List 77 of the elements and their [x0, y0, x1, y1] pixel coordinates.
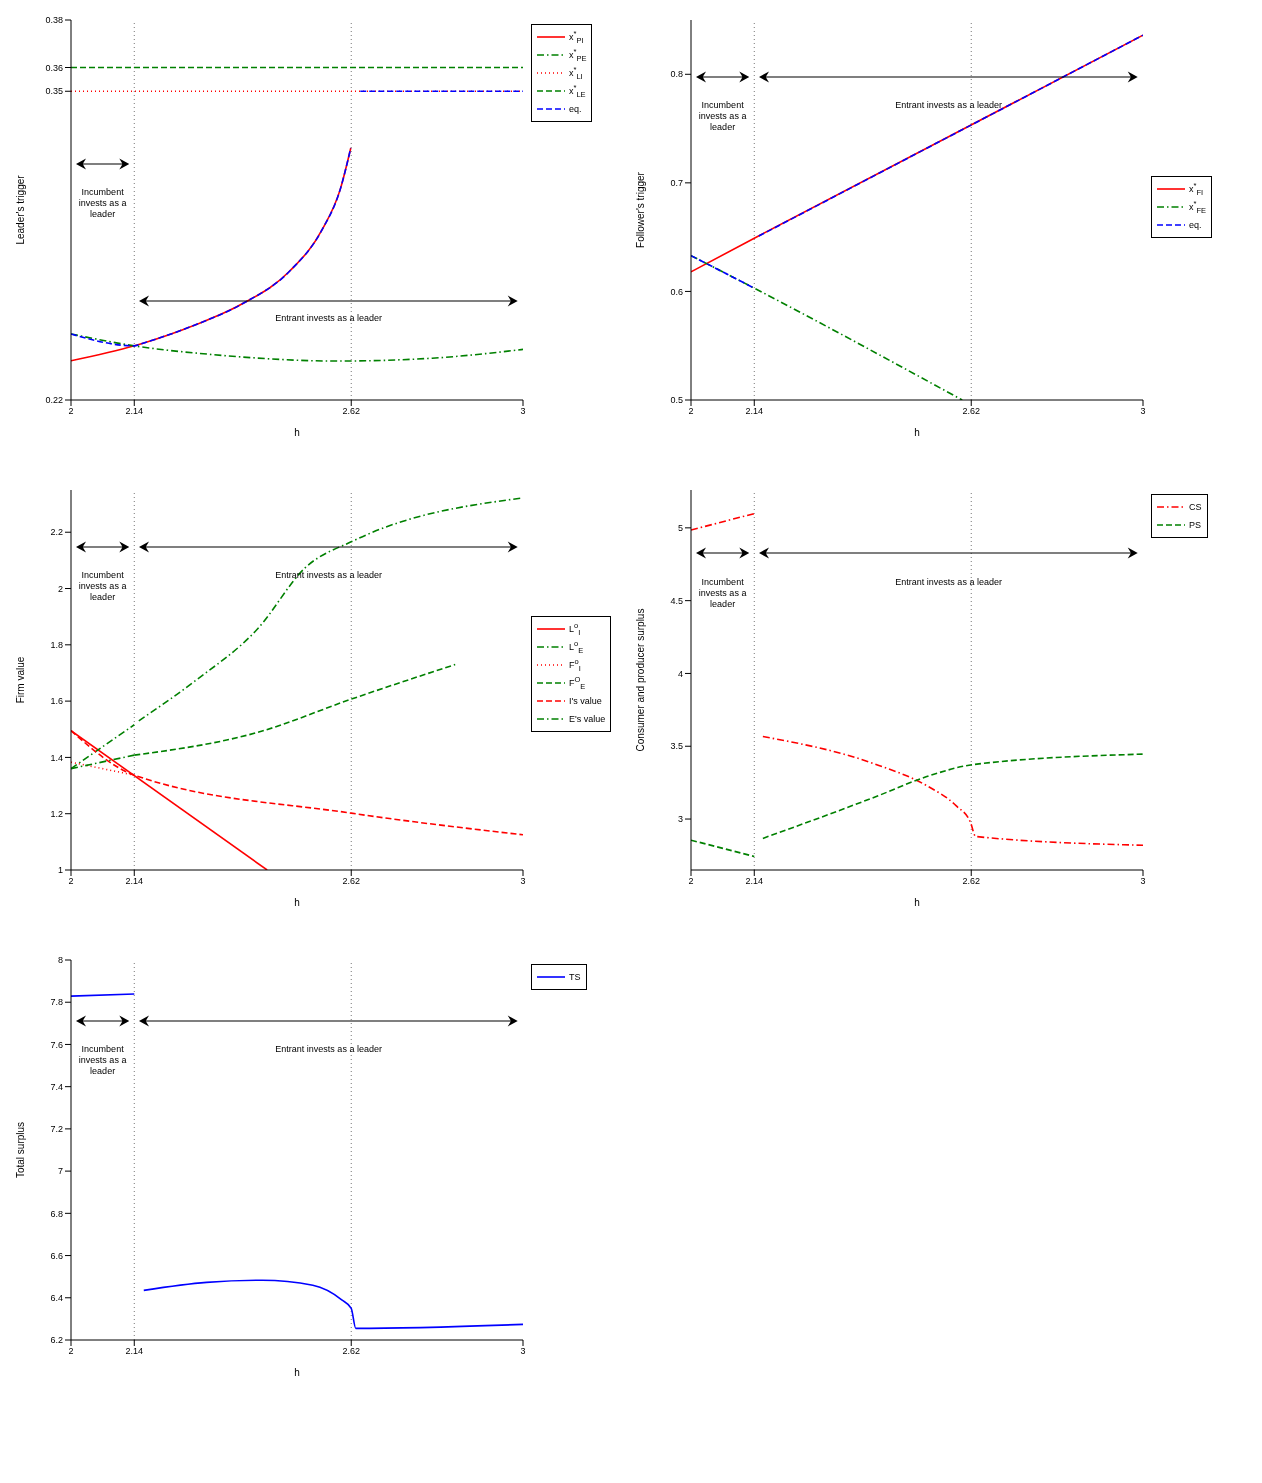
y-tick-label: 7 [57, 1166, 63, 1177]
annotation: Incumbent invests as a leader [697, 577, 748, 611]
y-tick-label: 7.8 [50, 997, 63, 1008]
legend-label: CS [1189, 502, 1202, 512]
x-tick-label: 2 [688, 406, 694, 417]
annotation: Incumbent invests as a leader [77, 569, 128, 603]
annotation: Entrant invests as a leader [894, 577, 1003, 589]
y-tick-label: 4 [677, 668, 683, 679]
y-tick-label: 0.7 [670, 178, 683, 189]
x-tick-label: 2.14 [125, 406, 144, 417]
y-tick-label: 1.2 [50, 808, 63, 819]
y-tick-label: 1 [57, 865, 63, 876]
x-tick-label: 2.62 [342, 1346, 361, 1357]
y-tick-label: 0.6 [670, 286, 683, 297]
y-tick-label: 0.35 [45, 86, 63, 97]
y-tick-label: 0.22 [45, 395, 63, 406]
x-tick-label: 3 [520, 406, 526, 417]
y-tick-label: 0.36 [45, 62, 63, 73]
x-tick-label: 2 [68, 876, 74, 887]
y-tick-label: 6.4 [50, 1292, 63, 1303]
x-tick-label: 2.14 [745, 406, 764, 417]
x-tick-label: 2.62 [962, 406, 981, 417]
y-axis-title: Leader's trigger [14, 174, 26, 245]
y-tick-label: 3.5 [670, 741, 683, 752]
x-tick-label: 2.62 [342, 406, 361, 417]
y-tick-label: 5 [677, 523, 683, 534]
annotation: Incumbent invests as a leader [77, 187, 128, 221]
x-axis-title: h [294, 897, 300, 908]
y-axis-title: Firm value [14, 656, 26, 704]
y-axis-title: Consumer and producer surplus [634, 608, 646, 752]
y-tick-label: 6.8 [50, 1208, 63, 1219]
x-tick-label: 3 [1140, 876, 1146, 887]
legend-label: eq. [569, 104, 582, 114]
y-tick-label: 0.38 [45, 15, 63, 26]
x-tick-label: 2 [688, 876, 694, 887]
x-tick-label: 2.14 [125, 876, 144, 887]
x-tick-label: 2.14 [125, 1346, 144, 1357]
annotation: Entrant invests as a leader [274, 312, 383, 324]
y-tick-label: 7.2 [50, 1124, 63, 1135]
annotation: Entrant invests as a leader [274, 569, 383, 581]
y-tick-label: 3 [677, 814, 683, 825]
y-tick-label: 7.6 [50, 1039, 63, 1050]
x-axis-title: h [914, 897, 920, 908]
y-tick-label: 0.5 [670, 395, 683, 406]
y-tick-label: 6.6 [50, 1250, 63, 1261]
legend-label: E's value [569, 714, 606, 724]
y-axis-title: Follower's trigger [634, 171, 646, 248]
y-tick-label: 2.2 [50, 527, 63, 538]
x-tick-label: 2.62 [962, 876, 981, 887]
x-tick-label: 2 [68, 1346, 74, 1357]
legend-label: I's value [569, 696, 602, 706]
y-tick-label: 2 [57, 583, 63, 594]
y-tick-label: 0.8 [670, 69, 683, 80]
legend-label: eq. [1189, 220, 1202, 230]
y-tick-label: 8 [57, 955, 63, 966]
y-tick-label: 1.4 [50, 752, 63, 763]
x-tick-label: 2.62 [342, 876, 361, 887]
x-tick-label: 2 [68, 406, 74, 417]
y-axis-title: Total surplus [14, 1121, 26, 1179]
annotation: Incumbent invests as a leader [77, 1043, 128, 1077]
x-axis-title: h [294, 427, 300, 438]
annotation: Incumbent invests as a leader [697, 99, 748, 133]
legend-label: TS [569, 972, 581, 982]
legend-label: PS [1189, 520, 1202, 530]
y-tick-label: 1.6 [50, 696, 63, 707]
y-tick-label: 4.5 [670, 595, 683, 606]
y-tick-label: 6.2 [50, 1335, 63, 1346]
x-axis-title: h [294, 1367, 300, 1378]
x-tick-label: 3 [520, 1346, 526, 1357]
y-tick-label: 7.4 [50, 1081, 63, 1092]
annotation: Entrant invests as a leader [274, 1043, 383, 1055]
x-tick-label: 2.14 [745, 876, 764, 887]
x-tick-label: 3 [520, 876, 526, 887]
annotation: Entrant invests as a leader [894, 99, 1003, 111]
y-tick-label: 1.8 [50, 640, 63, 651]
x-tick-label: 3 [1140, 406, 1146, 417]
x-axis-title: h [914, 427, 920, 438]
